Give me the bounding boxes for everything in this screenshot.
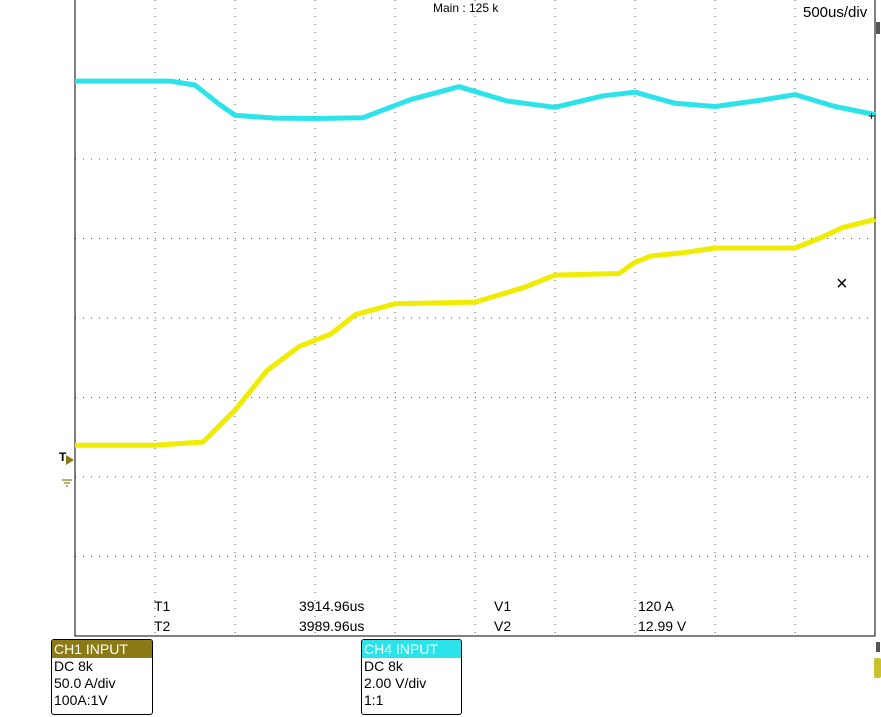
graticule xyxy=(75,0,875,636)
scroll-top-marker xyxy=(876,22,880,34)
plot-frame xyxy=(74,0,876,637)
ch1-trace xyxy=(75,216,876,448)
ch1-title: CH1 INPUT xyxy=(52,640,152,658)
v1-value: 120 A xyxy=(638,598,674,614)
cursor-readout: T1 3914.96us V1 120 A T2 3989.96us V2 12… xyxy=(154,598,687,634)
v2-label: V2 xyxy=(494,618,511,634)
t1-label: T1 xyxy=(154,598,171,614)
ch4-trace xyxy=(75,78,876,121)
ch4-scale: 2.00 V/div xyxy=(364,675,427,691)
traces xyxy=(75,78,876,448)
ch1-info-panel[interactable]: CH1 INPUT DC 8k 50.0 A/div 100A:1V xyxy=(51,639,153,715)
ch1-scale: 50.0 A/div xyxy=(54,675,116,691)
scroll-bottom-marker xyxy=(876,642,880,652)
t2-label: T2 xyxy=(154,618,171,634)
v2-value: 12.99 V xyxy=(638,618,687,634)
t2-value: 3989.96us xyxy=(299,618,364,634)
timebase-readout: 500us/div xyxy=(803,4,868,21)
trigger-level-marker: T xyxy=(59,450,74,465)
ch4-info-panel[interactable]: CH4 INPUT DC 8k 2.00 V/div 1:1 xyxy=(361,639,462,715)
ch4-probe: 1:1 xyxy=(364,692,384,708)
t1-value: 3914.96us xyxy=(299,598,364,614)
ch4-title: CH4 INPUT xyxy=(362,640,461,658)
main-sample-rate: Main : 125 k xyxy=(433,1,499,15)
ch4-cursor-tick: + xyxy=(868,109,875,123)
v1-label: V1 xyxy=(494,598,511,614)
channel-edge-tab[interactable] xyxy=(874,658,881,678)
svg-text:T: T xyxy=(59,450,67,464)
ch1-coupling: DC 8k xyxy=(54,658,93,674)
ch4-coupling: DC 8k xyxy=(364,658,403,674)
cursor-crosshair-marker: × xyxy=(836,273,848,295)
ground-symbol xyxy=(62,479,72,487)
ch1-probe: 100A:1V xyxy=(54,692,108,708)
